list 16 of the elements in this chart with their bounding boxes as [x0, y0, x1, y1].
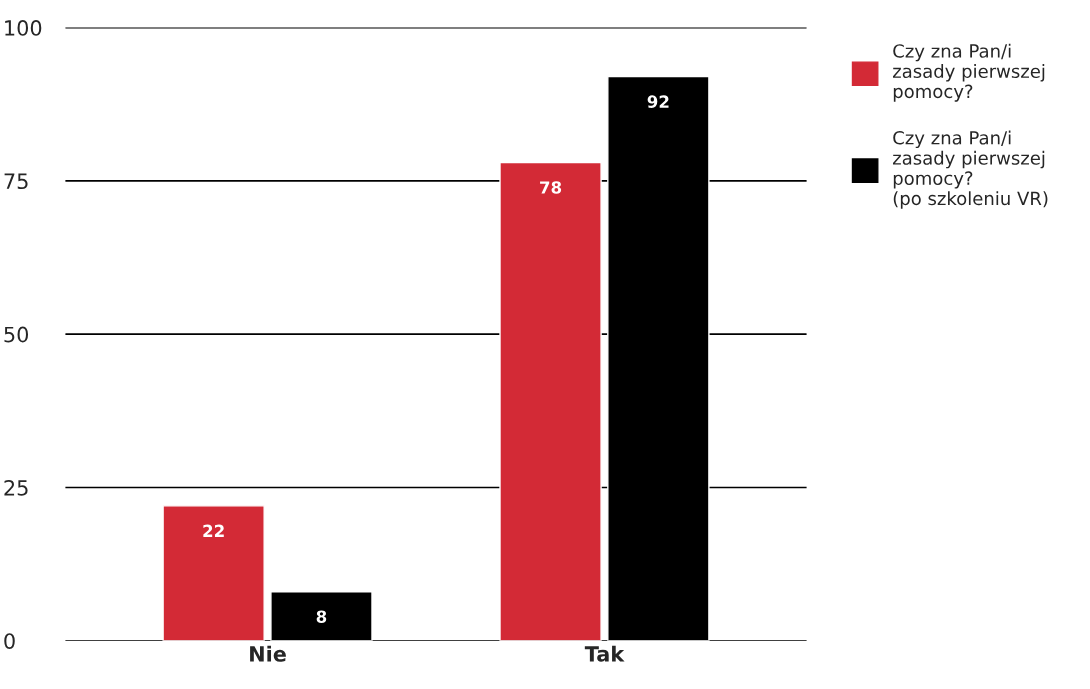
y-tick-label: 50 — [4, 326, 29, 343]
x-tick-label: Tak — [584, 645, 625, 662]
data-label: 22 — [203, 524, 224, 537]
data-label: 92 — [647, 95, 669, 108]
data-label: 8 — [316, 610, 327, 624]
data-label: 78 — [540, 181, 562, 194]
legend-label: Czy zna Pan/i zasady pierwszej pomocy? — [893, 43, 1045, 102]
y-tick-label: 25 — [4, 479, 28, 496]
legend-label: Czy zna Pan/i zasady pierwszej pomocy? (po szkoleniu VR) — [893, 130, 1048, 209]
bar — [499, 161, 602, 641]
x-tick-label: Nie — [250, 645, 286, 662]
y-tick-label: 100 — [5, 20, 42, 36]
y-tick-label: 75 — [4, 173, 28, 190]
y-tick-label: 0 — [4, 633, 15, 649]
bar — [162, 505, 265, 641]
bar — [270, 591, 373, 641]
